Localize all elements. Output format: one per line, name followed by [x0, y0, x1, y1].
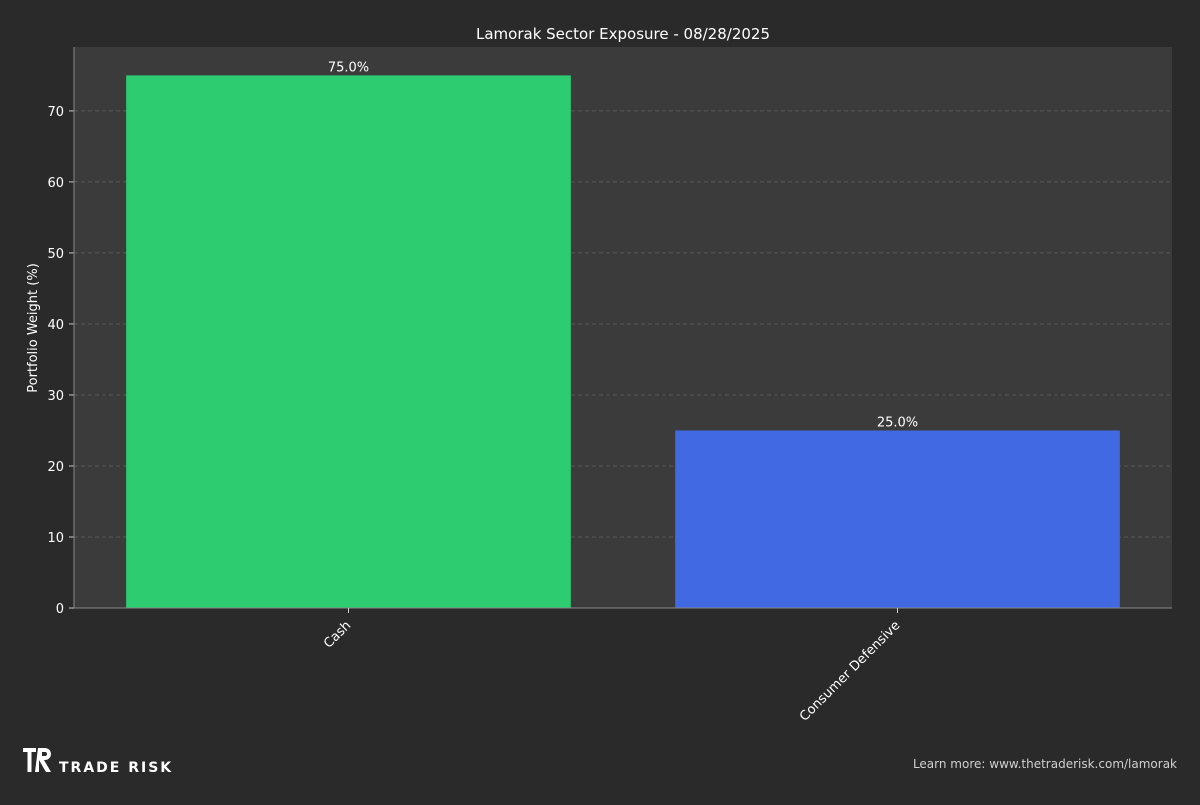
y-axis-label: Portfolio Weight (%) — [26, 263, 41, 393]
trade-risk-logo: TRADE RISK — [23, 748, 173, 776]
bar-cash — [126, 75, 571, 609]
tr-logo-icon — [23, 748, 51, 772]
y-tick-label: 20 — [47, 460, 64, 475]
labels: 75.0% 25.0% — [328, 60, 918, 430]
y-tick-label: 10 — [47, 531, 64, 546]
y-tick-label: 30 — [47, 389, 64, 404]
y-tick-label: 70 — [47, 105, 64, 120]
bar-consumer-defensive — [675, 430, 1120, 608]
y-tick-label: 0 — [56, 602, 64, 617]
data-label: 75.0% — [328, 60, 369, 75]
chart-title: Lamorak Sector Exposure - 08/28/2025 — [476, 25, 770, 43]
y-tick-label: 50 — [47, 247, 64, 262]
x-tick-label: Consumer Defensive — [797, 618, 903, 724]
data-label: 25.0% — [877, 415, 918, 430]
y-tick-label: 60 — [47, 176, 64, 191]
learn-more-link[interactable]: Learn more: www.thetraderisk.com/lamorak — [913, 757, 1177, 771]
y-tick-label: 40 — [47, 318, 64, 333]
brand-name: TRADE RISK — [59, 760, 173, 776]
x-tick-label: Cash — [321, 618, 354, 651]
bars — [126, 75, 1120, 609]
